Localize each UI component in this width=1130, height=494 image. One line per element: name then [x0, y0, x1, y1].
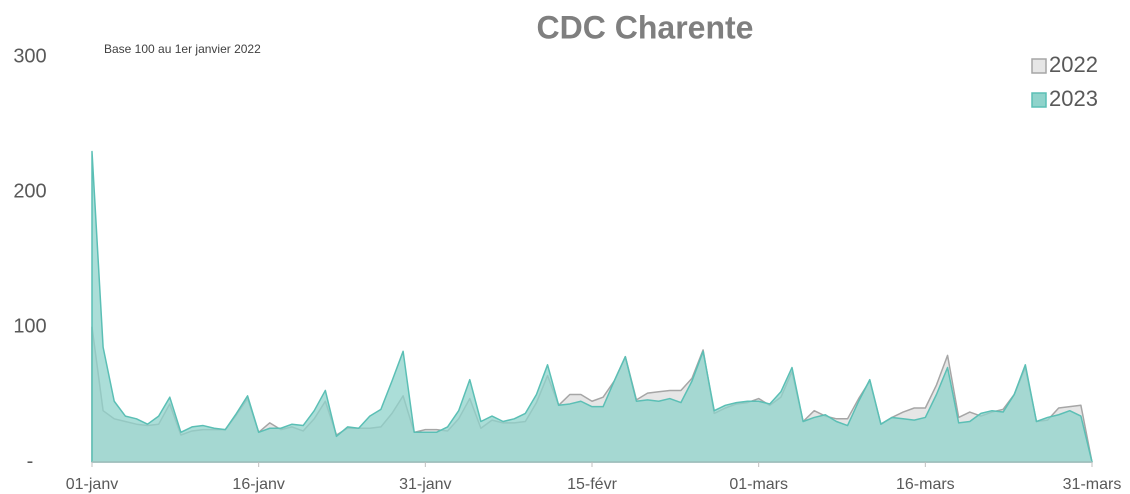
- x-tick-label: 15-févr: [567, 476, 617, 493]
- x-tick-label: 31-mars: [1063, 476, 1122, 493]
- x-tick-label: 01-janv: [66, 476, 118, 493]
- legend-swatch: [1031, 58, 1047, 74]
- legend-label: 2023: [1049, 86, 1098, 111]
- y-tick-label: 300: [13, 45, 46, 67]
- chart-title: CDC Charente: [537, 9, 754, 45]
- area: [91, 150, 1093, 463]
- x-tick-label: 31-janv: [399, 476, 451, 493]
- x-tick-label: 01-mars: [729, 476, 788, 493]
- y-tick-label: -: [27, 450, 34, 472]
- chart-subtitle: Base 100 au 1er janvier 2022: [104, 42, 261, 56]
- x-tick-label: 16-mars: [896, 476, 955, 493]
- x-tick-label: 16-janv: [232, 476, 284, 493]
- y-tick-label: 200: [13, 180, 46, 202]
- y-tick-label: 100: [13, 315, 46, 337]
- legend-label: 2022: [1049, 52, 1098, 77]
- legend-swatch: [1031, 92, 1047, 108]
